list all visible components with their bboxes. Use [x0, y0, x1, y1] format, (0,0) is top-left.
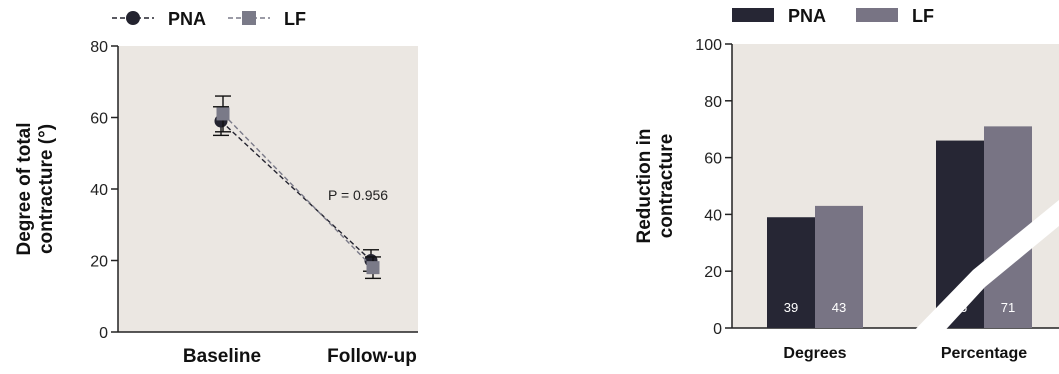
y-tick-label: 20	[704, 264, 722, 281]
x-category-label: Baseline	[183, 346, 261, 367]
y-axis-title-line: Reduction in	[634, 128, 655, 243]
y-tick-label: 60	[90, 111, 108, 128]
bar-chart: 0204060801003943Degrees6671PercentageRed…	[634, 6, 1059, 362]
y-axis-title-line: Degree of total	[14, 122, 35, 255]
y-tick-label: 20	[90, 254, 108, 271]
y-tick-label: 40	[704, 207, 722, 224]
y-tick-label: 40	[90, 182, 108, 199]
legend-swatch	[856, 8, 898, 22]
y-axis-title: Degree of totalcontracture (°)	[14, 122, 57, 255]
y-axis-title-line: contracture	[656, 134, 677, 239]
legend-label: PNA	[168, 9, 206, 29]
data-point-lf	[217, 107, 230, 120]
legend-marker	[126, 11, 140, 25]
legend-label: LF	[912, 6, 934, 26]
y-tick-label: 80	[704, 94, 722, 111]
y-tick-label: 0	[713, 321, 722, 338]
y-axis-title: Reduction incontracture	[634, 128, 677, 243]
bar-value-label: 71	[1001, 300, 1015, 315]
legend-label: LF	[284, 9, 306, 29]
y-tick-label: 0	[99, 325, 108, 342]
y-tick-label: 100	[695, 37, 722, 54]
x-category-label: Follow-up	[327, 346, 417, 367]
legend: PNA LF	[732, 6, 934, 26]
y-tick-label: 80	[90, 39, 108, 56]
y-axis-title-line: contracture (°)	[36, 124, 57, 254]
bar-value-label: 43	[832, 300, 846, 315]
bar-lf	[984, 126, 1032, 328]
p-value-annotation: P = 0.956	[328, 187, 388, 203]
y-tick-label: 60	[704, 151, 722, 168]
legend-swatch	[732, 8, 774, 22]
line-chart: 0 20 40 60 80 Baseline Follow-up Degree of tota…	[14, 9, 418, 367]
legend-marker	[242, 11, 256, 25]
bar-value-label: 39	[784, 300, 798, 315]
x-category-label: Percentage	[941, 345, 1027, 362]
legend-label: PNA	[788, 6, 826, 26]
data-point-lf	[367, 261, 380, 274]
x-category-label: Degrees	[783, 345, 846, 362]
legend: PNA LF	[112, 9, 306, 29]
